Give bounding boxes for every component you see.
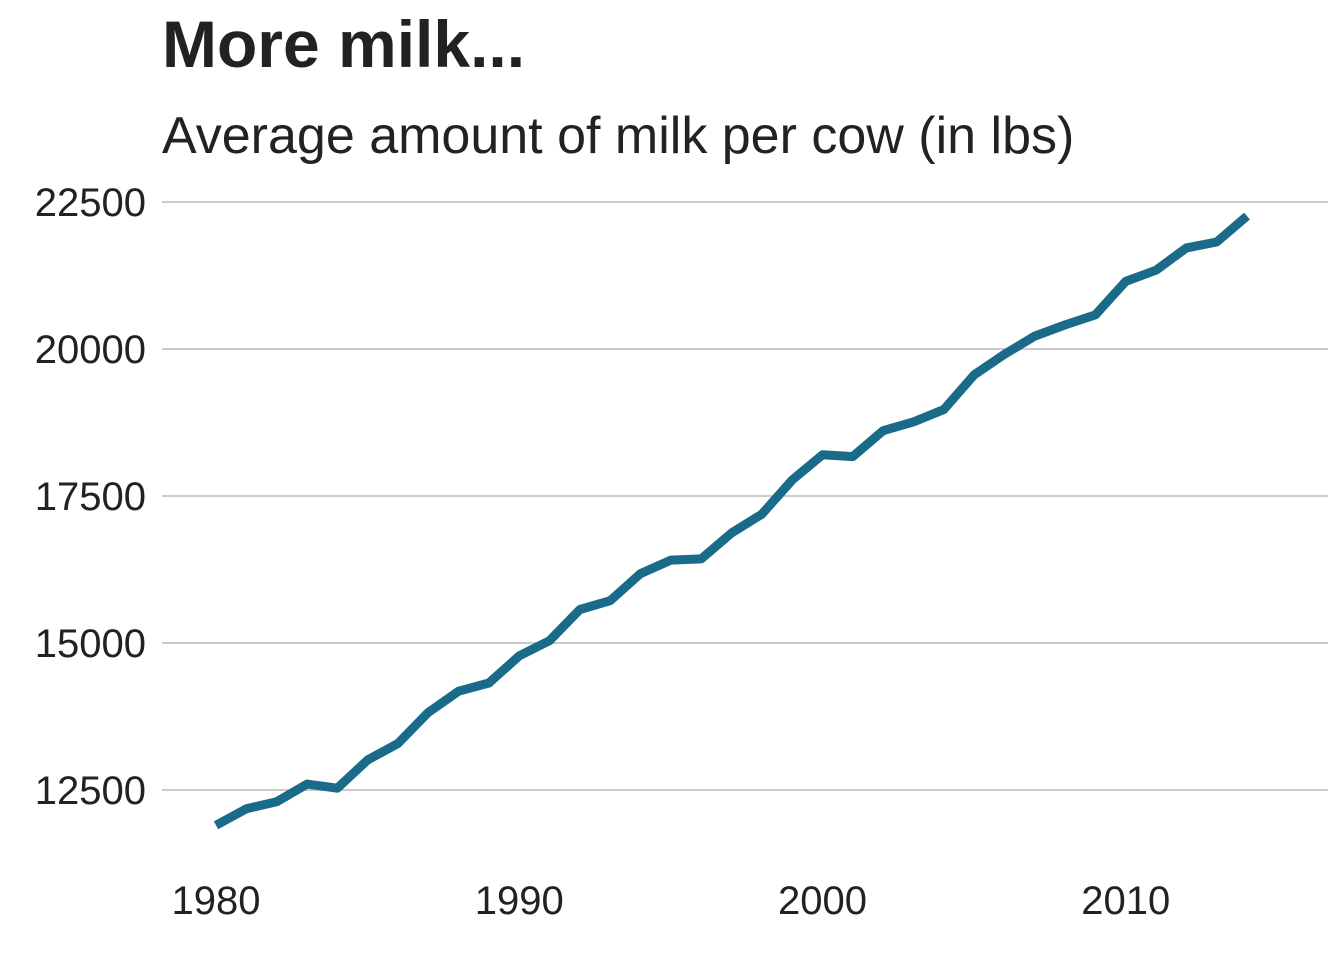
series-line-0 (213, 212, 1250, 830)
y-tick-label-17500: 17500 (35, 475, 146, 519)
x-tick-label-2010: 2010 (1081, 879, 1170, 923)
y-tick-label-15000: 15000 (35, 622, 146, 666)
y-gridlines (162, 201, 1328, 791)
y-tick-label-20000: 20000 (35, 328, 146, 372)
x-tick-label-1980: 1980 (172, 879, 261, 923)
y-tick-label-12500: 12500 (35, 769, 146, 813)
chart-subtitle: Average amount of milk per cow (in lbs) (162, 107, 1075, 165)
y-axis-tick-labels: 12500 15000 17500 20000 22500 (35, 181, 146, 813)
chart-title: More milk... (162, 7, 526, 81)
x-tick-label-2000: 2000 (778, 879, 867, 923)
x-tick-label-1990: 1990 (475, 879, 564, 923)
series-group (213, 212, 1250, 830)
y-tick-label-22500: 22500 (35, 181, 146, 225)
x-axis-tick-labels: 1980 1990 2000 2010 (172, 879, 1171, 923)
